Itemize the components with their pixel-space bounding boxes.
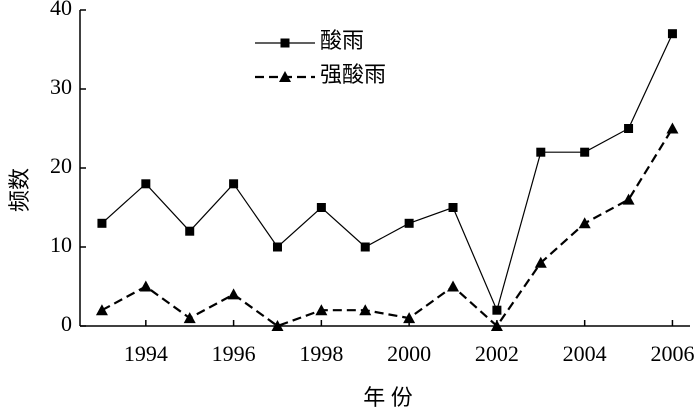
marker — [447, 280, 460, 292]
series-line — [101, 127, 674, 328]
y-tick-label: 40 — [50, 0, 72, 20]
marker — [492, 305, 502, 315]
marker — [536, 147, 546, 157]
x-tick-label: 2004 — [563, 341, 607, 366]
y-tick-label: 0 — [61, 311, 72, 336]
x-axis-label: 年 份 — [363, 385, 413, 410]
x-tick-label: 2006 — [650, 341, 694, 366]
marker — [490, 320, 503, 331]
marker — [403, 312, 416, 324]
marker — [227, 288, 240, 300]
y-tick-label: 20 — [50, 153, 72, 178]
marker — [141, 179, 151, 189]
marker — [271, 320, 284, 331]
legend-marker — [280, 38, 290, 48]
marker — [315, 304, 328, 316]
marker — [580, 147, 590, 157]
series-line — [101, 33, 673, 313]
marker — [139, 280, 152, 292]
y-axis-label: 频数 — [7, 168, 32, 212]
marker — [97, 218, 107, 228]
y-tick-label: 10 — [50, 232, 72, 257]
marker — [404, 218, 414, 228]
x-tick-label: 2000 — [387, 341, 431, 366]
marker — [229, 179, 239, 189]
marker — [534, 256, 547, 268]
x-tick-label: 1998 — [299, 341, 343, 366]
marker — [272, 242, 282, 252]
x-tick-label: 1994 — [124, 341, 168, 366]
marker — [667, 29, 677, 39]
legend-label: 强酸雨 — [320, 62, 386, 87]
marker — [183, 312, 196, 324]
marker — [624, 124, 634, 133]
legend-marker — [279, 71, 291, 82]
legend-label: 酸雨 — [320, 28, 364, 53]
marker — [622, 193, 635, 205]
marker — [95, 304, 108, 316]
x-tick-label: 2002 — [475, 341, 519, 366]
x-tick-label: 1996 — [212, 341, 256, 366]
marker — [316, 203, 326, 212]
marker — [360, 242, 370, 252]
marker — [666, 122, 679, 134]
marker — [359, 304, 372, 316]
y-tick-label: 30 — [50, 74, 72, 99]
marker — [185, 226, 195, 236]
marker — [578, 217, 591, 229]
marker — [448, 203, 458, 212]
